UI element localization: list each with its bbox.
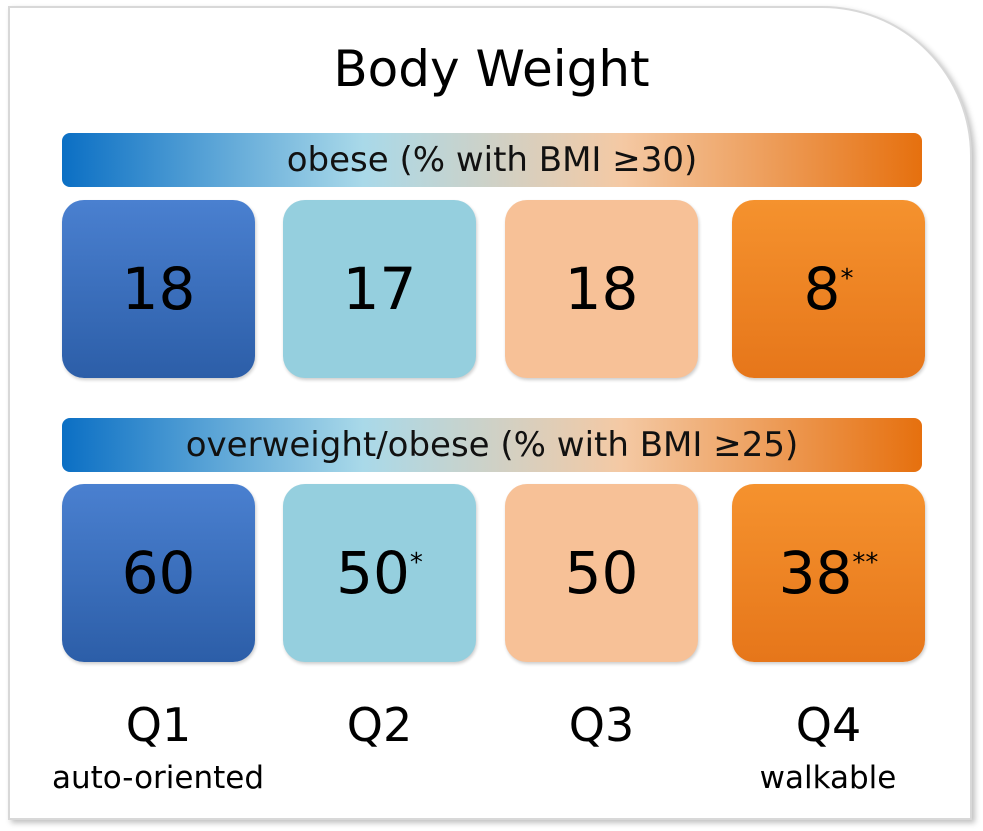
column-sublabel: walkable [759,760,897,796]
cell-value: 50 [564,539,639,607]
column-label: Q2 [346,698,413,752]
row-header: overweight/obese (% with BMI ≥25) [62,418,922,472]
cell: 60 [62,484,255,662]
column-label: Q3 [568,698,635,752]
cell-value: 17 [342,255,417,323]
cell-value: 50 [336,539,410,607]
column-label: Q4 [795,698,862,752]
cell: 18 [505,200,698,378]
cell: 38** [732,484,925,662]
cell-value: 8 [803,255,841,323]
cell-value: 38 [778,539,853,607]
cell-value: 18 [121,255,196,323]
column-sublabel: auto-oriented [51,760,265,796]
column-label: Q1 [125,698,192,752]
title: Body Weight [333,40,650,98]
cell-note: * [409,548,423,578]
cell: 50 [505,484,698,662]
cell: 8* [732,200,925,378]
cell-note: ** [852,548,879,578]
cell-value: 60 [121,539,196,607]
cell: 17 [283,200,476,378]
cell-note: * [840,264,854,294]
cell: 18 [62,200,255,378]
row-header: obese (% with BMI ≥30) [62,133,922,187]
cell-value: 18 [564,255,639,323]
cell: 50* [283,484,476,662]
